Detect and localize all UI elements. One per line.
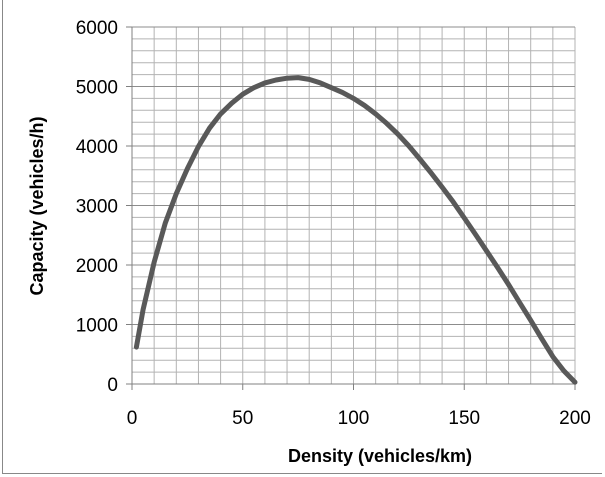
x-tick-label: 150 xyxy=(448,408,480,429)
x-tick-label: 0 xyxy=(127,408,138,429)
x-tick-labels: 0 50 100 150 200 xyxy=(127,384,591,429)
x-tick-label: 50 xyxy=(232,408,253,429)
x-tick-label: 200 xyxy=(559,408,591,429)
y-tick-label: 2000 xyxy=(76,256,118,277)
x-axis-title: Density (vehicles/km) xyxy=(288,446,472,466)
y-tick-label: 3000 xyxy=(76,197,118,218)
capacity-curve xyxy=(133,75,578,385)
y-tick-label: 6000 xyxy=(76,18,118,39)
x-tick-label: 100 xyxy=(338,408,370,429)
y-tick-labels: 0 1000 2000 3000 4000 5000 6000 xyxy=(76,18,132,396)
y-tick-label: 1000 xyxy=(76,316,118,337)
y-axis-title: Capacity (vehicles/h) xyxy=(27,116,47,295)
y-tick-label: 0 xyxy=(107,375,118,396)
y-tick-label: 4000 xyxy=(76,137,118,158)
y-tick-label: 5000 xyxy=(76,78,118,99)
